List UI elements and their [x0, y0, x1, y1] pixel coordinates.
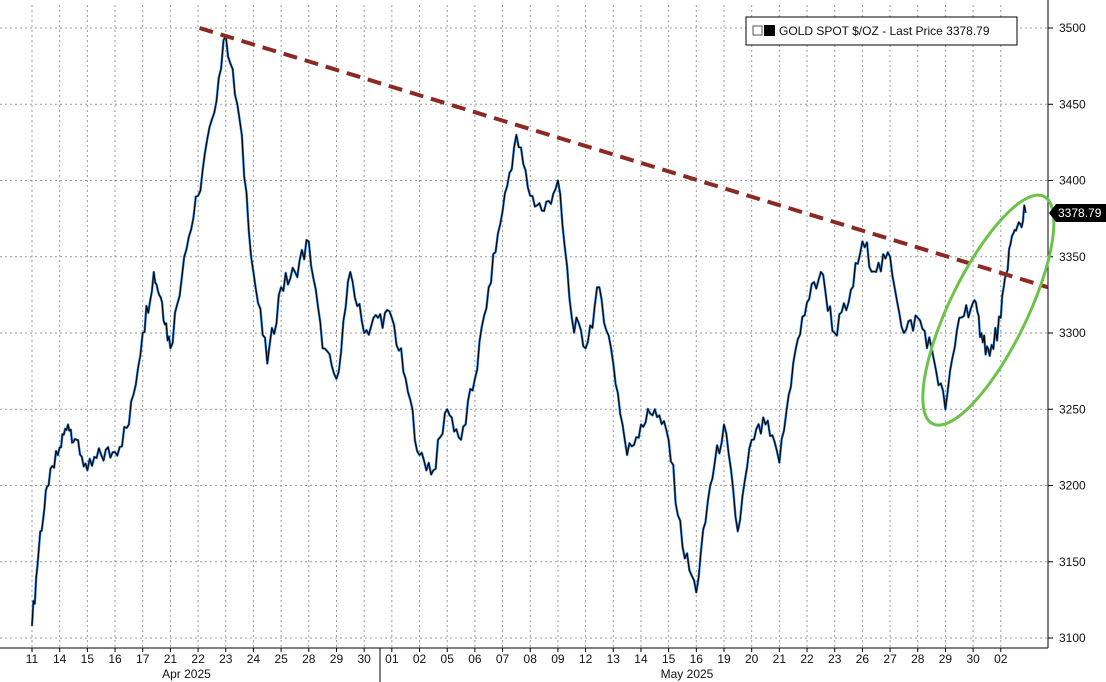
- x-tick-label: 14: [634, 652, 648, 666]
- month-label-may: May 2025: [661, 667, 714, 681]
- last-price-marker: 3378.79: [1049, 204, 1106, 222]
- x-tick-label: 08: [524, 652, 538, 666]
- legend-label: GOLD SPOT $/OZ - Last Price 3378.79: [779, 24, 990, 38]
- legend-marker-outer: [752, 25, 763, 36]
- x-tick-label: 22: [191, 652, 205, 666]
- x-tick-label: 22: [800, 652, 814, 666]
- x-tick-label: 02: [413, 652, 427, 666]
- legend: GOLD SPOT $/OZ - Last Price 3378.79: [745, 16, 1018, 46]
- x-tick-label: 01: [385, 652, 399, 666]
- last-price-tag: [1049, 204, 1106, 222]
- x-tick-label: 02: [994, 652, 1008, 666]
- x-tick-label: 14: [53, 652, 67, 666]
- y-tick-label: 3250: [1059, 402, 1086, 416]
- x-tick-label: 24: [247, 652, 261, 666]
- x-tick-label: 05: [441, 652, 455, 666]
- y-tick-label: 3450: [1059, 97, 1086, 111]
- x-tick-label: 16: [108, 652, 122, 666]
- x-tick-label: 20: [745, 652, 759, 666]
- x-tick-label: 27: [883, 652, 897, 666]
- y-tick-label: 3350: [1059, 250, 1086, 264]
- legend-box: [745, 16, 1018, 46]
- x-tick-label: 07: [496, 652, 510, 666]
- series-line: [31, 35, 1027, 626]
- x-tick-label: 13: [607, 652, 621, 666]
- x-tick-label: 28: [911, 652, 925, 666]
- x-tick-label: 21: [164, 652, 178, 666]
- series-line-highlight: [30, 34, 1027, 626]
- x-tick-label: 19: [717, 652, 731, 666]
- x-tick-label: 30: [966, 652, 980, 666]
- y-tick-label: 3200: [1059, 479, 1086, 493]
- x-tick-label: 28: [302, 652, 316, 666]
- x-tick-label: 23: [219, 652, 233, 666]
- x-tick-label: 25: [274, 652, 288, 666]
- breakout-highlight-ellipse: [921, 193, 1056, 427]
- grid-layer: [0, 5, 1048, 648]
- x-tick-label: 29: [939, 652, 953, 666]
- x-tick-label: 21: [773, 652, 787, 666]
- x-tick-label: 16: [690, 652, 704, 666]
- x-tick-label: 29: [330, 652, 344, 666]
- x-tick-label: 15: [662, 652, 676, 666]
- x-tick-label: 09: [551, 652, 565, 666]
- x-tick-label: 15: [81, 652, 95, 666]
- x-tick-label: 17: [136, 652, 150, 666]
- y-tick-label: 3300: [1059, 326, 1086, 340]
- legend-swatch: [764, 25, 775, 36]
- resistance-trendline: [198, 26, 1049, 290]
- y-tick-label: 3150: [1059, 555, 1086, 569]
- y-tick-label: 3400: [1059, 174, 1086, 188]
- y-tick-label: 3100: [1059, 631, 1086, 645]
- x-tick-label: 23: [828, 652, 842, 666]
- last-price-label: 3378.79: [1058, 206, 1102, 220]
- month-label-apr: Apr 2025: [162, 667, 211, 681]
- x-tick-label: 11: [26, 652, 39, 666]
- x-tick-label: 06: [468, 652, 482, 666]
- x-tick-label: 12: [579, 652, 593, 666]
- x-tick-label: 30: [357, 652, 371, 666]
- y-tick-label: 3500: [1059, 21, 1086, 35]
- series-layer: [30, 34, 1027, 626]
- annotation-layer: [198, 26, 1056, 427]
- x-tick-label: 26: [856, 652, 870, 666]
